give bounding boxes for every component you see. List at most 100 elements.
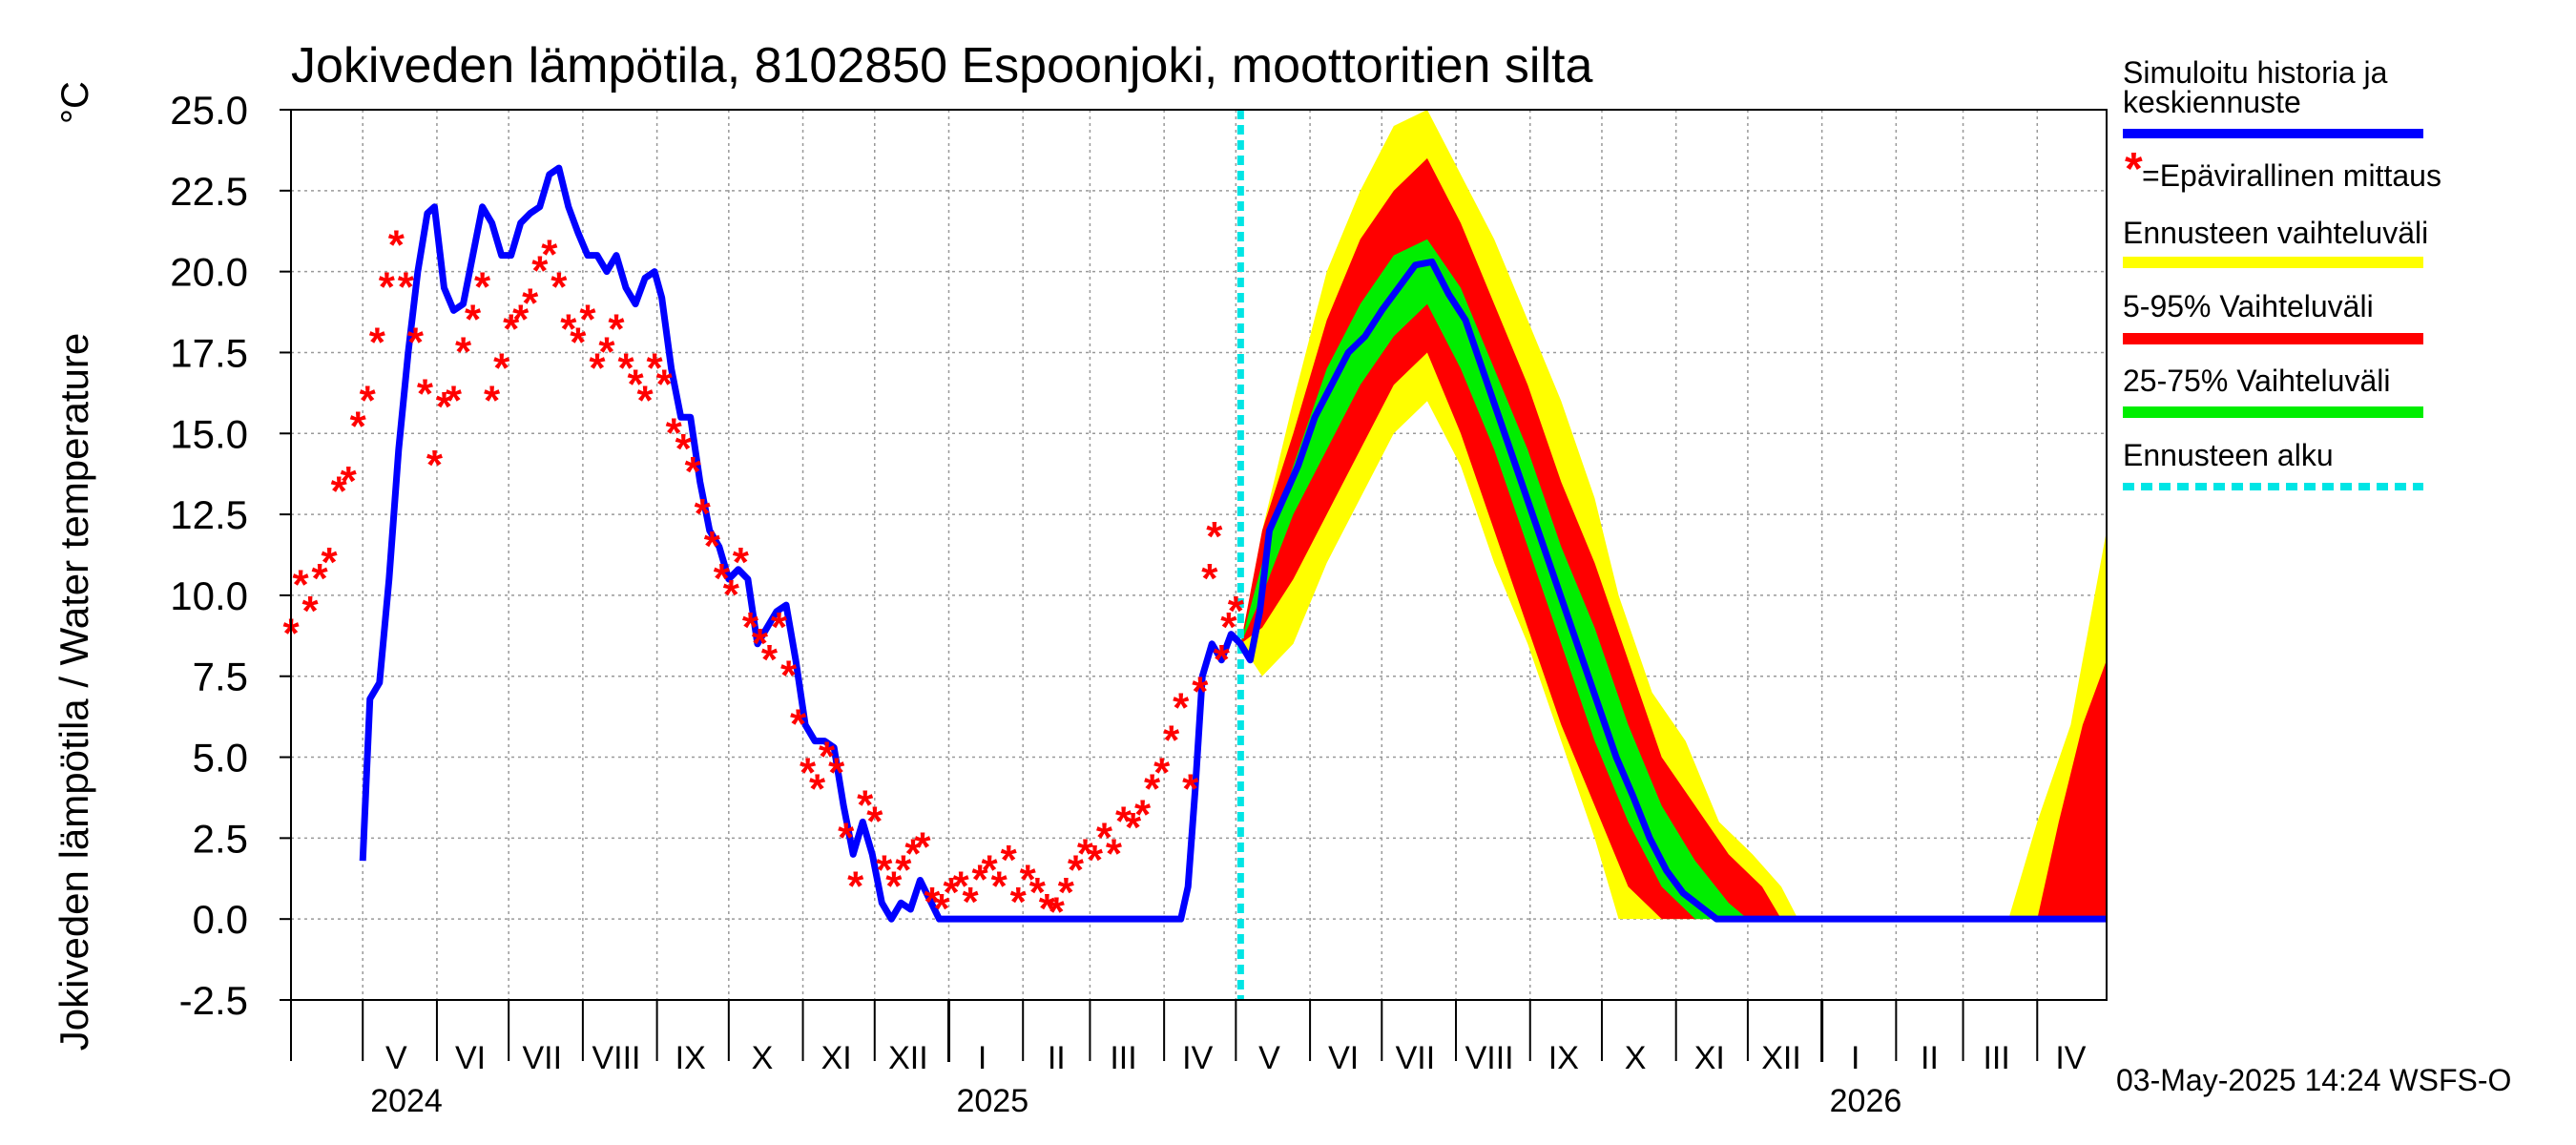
measurement-marker: * [331, 468, 348, 514]
measurement-marker: * [1206, 513, 1223, 560]
month-label: IV [1182, 1040, 1213, 1076]
month-label: III [1983, 1040, 2009, 1076]
legend-label-5: Ennusteen alku [2123, 438, 2334, 472]
measurement-marker: * [322, 539, 339, 586]
band-5-95-vaihteluv-li [1240, 157, 2107, 920]
month-label: VII [522, 1040, 562, 1076]
month-label: VIII [1465, 1040, 1514, 1076]
measurement-marker: * [541, 232, 558, 279]
y-tick-label: 20.0 [170, 250, 248, 295]
month-label: VIII [592, 1040, 640, 1076]
measurement-marker: * [742, 604, 759, 651]
measurement-marker: * [780, 653, 798, 699]
measurement-marker: * [1228, 588, 1245, 635]
footer-timestamp: 03-May-2025 14:24 WSFS-O [2116, 1063, 2511, 1097]
measurement-marker: * [1214, 636, 1231, 683]
measurement-marker: * [446, 377, 463, 424]
legend-marker-measurement: * [2125, 144, 2143, 195]
measurement-marker: * [952, 863, 969, 909]
measurement-marker: * [819, 734, 836, 781]
y-tick-label: 5.0 [193, 736, 248, 781]
measurement-marker: * [465, 297, 482, 344]
month-label: V [1258, 1040, 1280, 1076]
y-tick-label: 10.0 [170, 573, 248, 618]
month-label: IX [1548, 1040, 1579, 1076]
y-tick-label: 0.0 [193, 897, 248, 942]
measurement-marker: * [666, 409, 683, 456]
measurement-marker: * [866, 798, 883, 844]
measurement-marker: * [398, 264, 415, 311]
measurement-marker: * [627, 361, 644, 407]
measurement-marker: * [695, 490, 712, 537]
measurement-marker: * [1058, 869, 1075, 916]
month-label: VI [455, 1040, 486, 1076]
measurement-marker: * [1068, 846, 1085, 893]
measurement-marker: * [369, 319, 386, 365]
measurement-marker: * [790, 701, 807, 748]
measurement-marker: * [1182, 765, 1199, 812]
axes: 25.0 22.5 20.0 17.5 15.0 12.5 10.0 7.5 5.0 2.5 0.0… [170, 88, 2108, 1119]
month-label: III [1110, 1040, 1136, 1076]
month-label: XII [1761, 1040, 1801, 1076]
measurement-marker: * [704, 523, 721, 570]
measurement-marker: * [589, 344, 606, 391]
measurement-marker: * [570, 319, 587, 365]
measurement-marker: * [455, 328, 472, 375]
measurement-marker: * [503, 306, 520, 353]
measurement-marker: * [771, 604, 788, 651]
month-label: I [1851, 1040, 1859, 1076]
measurement-marker: * [828, 750, 845, 797]
measurement-marker: * [637, 377, 654, 424]
measurement-marker: * [608, 306, 625, 353]
measurement-marker: * [1096, 814, 1113, 861]
measurement-marker: * [560, 306, 577, 353]
measurement-marker: * [1106, 830, 1123, 877]
measurement-marker: * [838, 814, 855, 861]
measurement-marker: * [1134, 792, 1152, 839]
measurement-marker: * [761, 636, 779, 683]
measurement-marker: * [1115, 798, 1132, 844]
month-label: IX [675, 1040, 706, 1076]
measurement-marker: * [895, 846, 912, 893]
measurement-marker: * [962, 879, 979, 926]
y-unit: °C [54, 81, 96, 124]
measurement-marker: * [972, 856, 989, 903]
measurement-marker: * [407, 319, 425, 365]
y-tick-label: -2.5 [179, 978, 248, 1023]
y-tick-label: 7.5 [193, 655, 248, 699]
measurement-marker: * [426, 442, 444, 489]
month-label: I [978, 1040, 987, 1076]
measurement-marker: * [551, 264, 568, 311]
y-tick-label: 25.0 [170, 88, 248, 133]
measurement-marker: * [292, 562, 309, 609]
year-label: 2026 [1830, 1083, 1902, 1119]
measurement-marker: * [800, 750, 817, 797]
measurement-marker: * [474, 264, 491, 311]
month-label: X [752, 1040, 774, 1076]
y-tick-label: 22.5 [170, 169, 248, 214]
year-label: 2025 [956, 1083, 1028, 1119]
measurement-marker: * [647, 344, 664, 391]
measurement-marker: * [943, 869, 960, 916]
measurement-marker: * [512, 297, 530, 344]
measurement-marker: * [301, 588, 319, 635]
month-label: XII [888, 1040, 928, 1076]
measurement-marker: * [847, 863, 864, 909]
month-label: VII [1396, 1040, 1436, 1076]
month-label: V [385, 1040, 407, 1076]
legend-label-simulated-2: keskiennuste [2123, 85, 2301, 119]
measurement-marker: * [379, 264, 396, 311]
measurement-marker: * [417, 371, 434, 418]
month-label: XI [1694, 1040, 1725, 1076]
month-label: IV [2055, 1040, 2086, 1076]
measurement-marker: * [1153, 750, 1171, 797]
measurement-marker: * [1125, 804, 1142, 851]
legend-label-2: Ennusteen vaihteluväli [2123, 216, 2428, 250]
measurement-marker: * [857, 781, 874, 828]
y-tick-label: 12.5 [170, 492, 248, 537]
measurement-marker: * [484, 377, 501, 424]
measurement-marker: * [1029, 869, 1047, 916]
measurement-marker: * [1087, 837, 1104, 884]
measurement-marker: * [1220, 604, 1237, 651]
measurement-marker: * [598, 328, 615, 375]
